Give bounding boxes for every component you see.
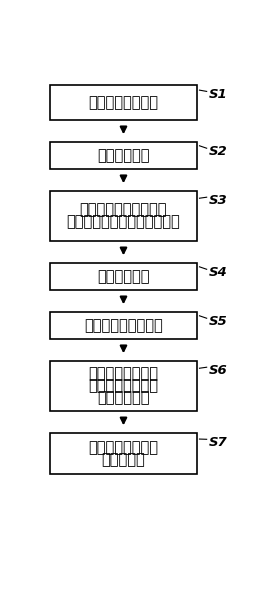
Bar (50, 142, 197, 169)
Text: 帧进行算术平均获得参考图像: 帧进行算术平均获得参考图像 (67, 214, 180, 229)
Bar (50, 85, 197, 119)
Text: 选择权重系数: 选择权重系数 (97, 390, 150, 405)
Text: S7: S7 (209, 436, 227, 449)
Text: S4: S4 (209, 266, 227, 278)
Text: 的总体质量: 的总体质量 (101, 452, 145, 467)
Bar (50, 361, 197, 410)
Bar (50, 433, 197, 475)
Text: S6: S6 (209, 364, 227, 377)
Text: 进行特征融合，并: 进行特征融合，并 (89, 366, 158, 381)
Text: 获取活动性衰减因子: 获取活动性衰减因子 (84, 317, 163, 332)
Text: 对气动光学退化图像多: 对气动光学退化图像多 (80, 202, 167, 217)
Bar (50, 191, 197, 241)
Text: S2: S2 (209, 145, 227, 158)
Text: 获取模糊因子: 获取模糊因子 (97, 148, 150, 163)
Text: 获取偏移因子: 获取偏移因子 (97, 269, 150, 284)
Bar (50, 263, 197, 290)
Text: 获得气动光学图像: 获得气动光学图像 (89, 440, 158, 455)
Text: 获取气动光学图像: 获取气动光学图像 (89, 95, 158, 110)
Bar (50, 312, 197, 338)
Text: S1: S1 (209, 88, 227, 101)
Text: 根据图像退化类型: 根据图像退化类型 (89, 378, 158, 393)
Text: S5: S5 (209, 314, 227, 328)
Text: S3: S3 (209, 194, 227, 206)
